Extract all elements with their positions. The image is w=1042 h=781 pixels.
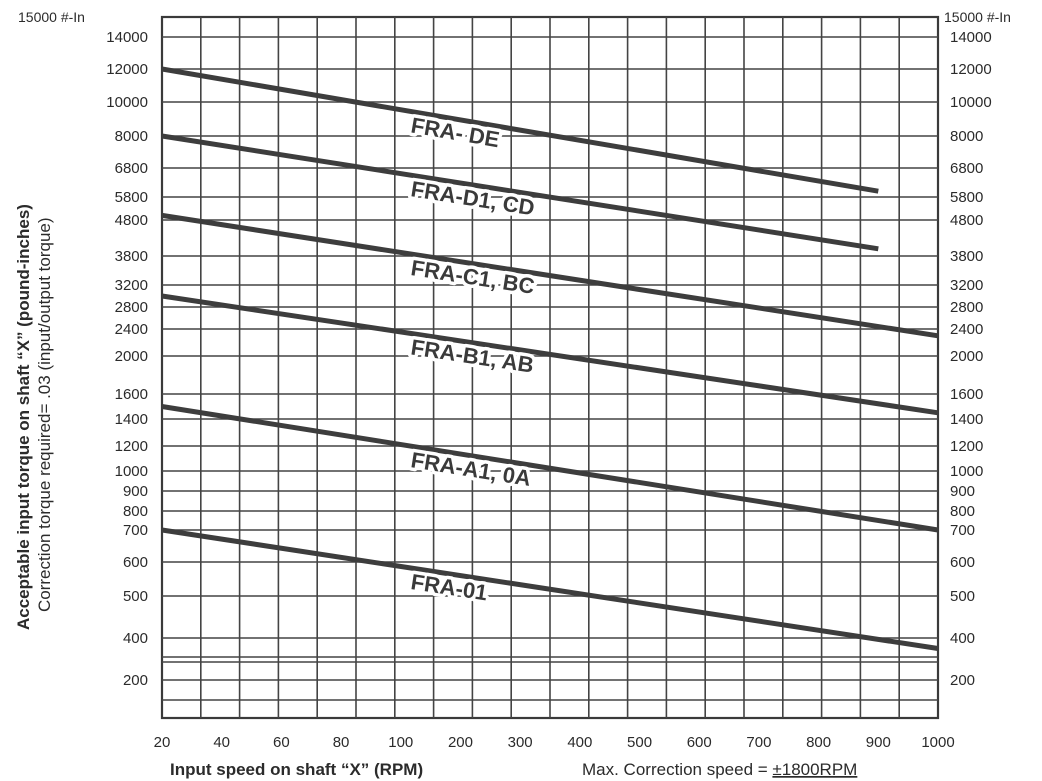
y-tick-label-right: 12000 [950,61,992,78]
x-tick-label: 300 [508,734,533,751]
y-tick-label-left: 3800 [115,248,148,265]
y-tick-label-right: 600 [950,554,975,571]
y-axis-subtitle: Correction torque required= .03 (input/o… [35,217,54,612]
y-tick-label-left: 600 [123,554,148,571]
series-line [161,212,939,339]
y-tick-label-right: 1600 [950,386,983,403]
x-tick-label: 900 [866,734,891,751]
y-tick-label-right: 6800 [950,160,983,177]
series-line [161,66,879,194]
x-tick-label: 40 [213,734,230,751]
y-tick-label-left: 1400 [115,411,148,428]
x-tick-label: 400 [567,734,592,751]
x-tick-label: 20 [154,734,171,751]
y-tick-label-right: 1400 [950,411,983,428]
x-tick-label: 200 [448,734,473,751]
y-tick-label-right: 400 [950,630,975,647]
y-tick-label-right: 5800 [950,189,983,206]
x-tick-label: 1000 [921,734,954,751]
y-tick-label-left: 12000 [106,61,148,78]
x-axis-title: Input speed on shaft “X” (RPM) [170,760,423,779]
y-tick-label-left: 800 [123,503,148,520]
plot-grid [160,15,940,720]
max-correction-note: Max. Correction speed = ±1800RPM [582,760,857,779]
series-line [161,133,879,252]
y-tick-label-left: 400 [123,630,148,647]
y-tick-label-right: 8000 [950,128,983,145]
series-label: FRA-01 [409,569,489,605]
y-axis-left-ticks: 14000 12000 10000 8000 6800 5800 4800 3800 3200 2… [106,29,148,689]
y-top-unit-label-right: 15000 #-In [944,9,1011,25]
y-tick-label-right: 14000 [950,29,992,46]
y-tick-label-right: 200 [950,672,975,689]
x-tick-label: 500 [627,734,652,751]
y-tick-label-left: 3200 [115,277,148,294]
y-tick-label-left: 900 [123,483,148,500]
y-tick-label-right: 1200 [950,438,983,455]
y-tick-label-left: 8000 [115,128,148,145]
y-axis-title: Acceptable input torque on shaft “X” (po… [14,204,33,630]
y-tick-label-right: 800 [950,503,975,520]
series-line [161,404,939,533]
y-tick-label-left: 200 [123,672,148,689]
y-tick-label-left: 4800 [115,212,148,229]
x-axis-ticks: 20 40 60 80 100 200 300 400 500 600 700 800 900 1000 [154,734,955,751]
y-tick-label-left: 500 [123,588,148,605]
y-tick-label-left: 1200 [115,438,148,455]
y-tick-label-left: 6800 [115,160,148,177]
y-top-unit-label-left: 15000 #-In [18,9,85,25]
y-tick-label-right: 900 [950,483,975,500]
y-tick-label-left: 14000 [106,29,148,46]
y-tick-label-right: 3200 [950,277,983,294]
y-tick-label-left: 700 [123,522,148,539]
y-tick-label-left: 2000 [115,348,148,365]
y-tick-label-right: 1000 [950,463,983,480]
x-tick-label: 100 [388,734,413,751]
y-tick-label-left: 1600 [115,386,148,403]
y-tick-label-left: 1000 [115,463,148,480]
y-tick-label-right: 3800 [950,248,983,265]
y-tick-label-left: 10000 [106,94,148,111]
x-tick-label: 80 [333,734,350,751]
y-tick-label-right: 2000 [950,348,983,365]
y-tick-label-left: 2800 [115,299,148,316]
y-tick-label-left: 5800 [115,189,148,206]
series-line [161,527,939,651]
x-tick-label: 700 [746,734,771,751]
y-axis-right-ticks: 14000 12000 10000 8000 6800 5800 4800 3800 3200 2… [950,29,992,689]
y-tick-label-right: 700 [950,522,975,539]
y-tick-label-right: 4800 [950,212,983,229]
series-lines [161,66,939,651]
x-tick-label: 600 [687,734,712,751]
y-tick-label-right: 10000 [950,94,992,111]
x-tick-label: 800 [806,734,831,751]
y-tick-label-right: 2800 [950,299,983,316]
y-tick-label-right: 500 [950,588,975,605]
series-line [161,293,939,416]
x-tick-label: 60 [273,734,290,751]
y-tick-label-right: 2400 [950,321,983,338]
y-tick-label-left: 2400 [115,321,148,338]
